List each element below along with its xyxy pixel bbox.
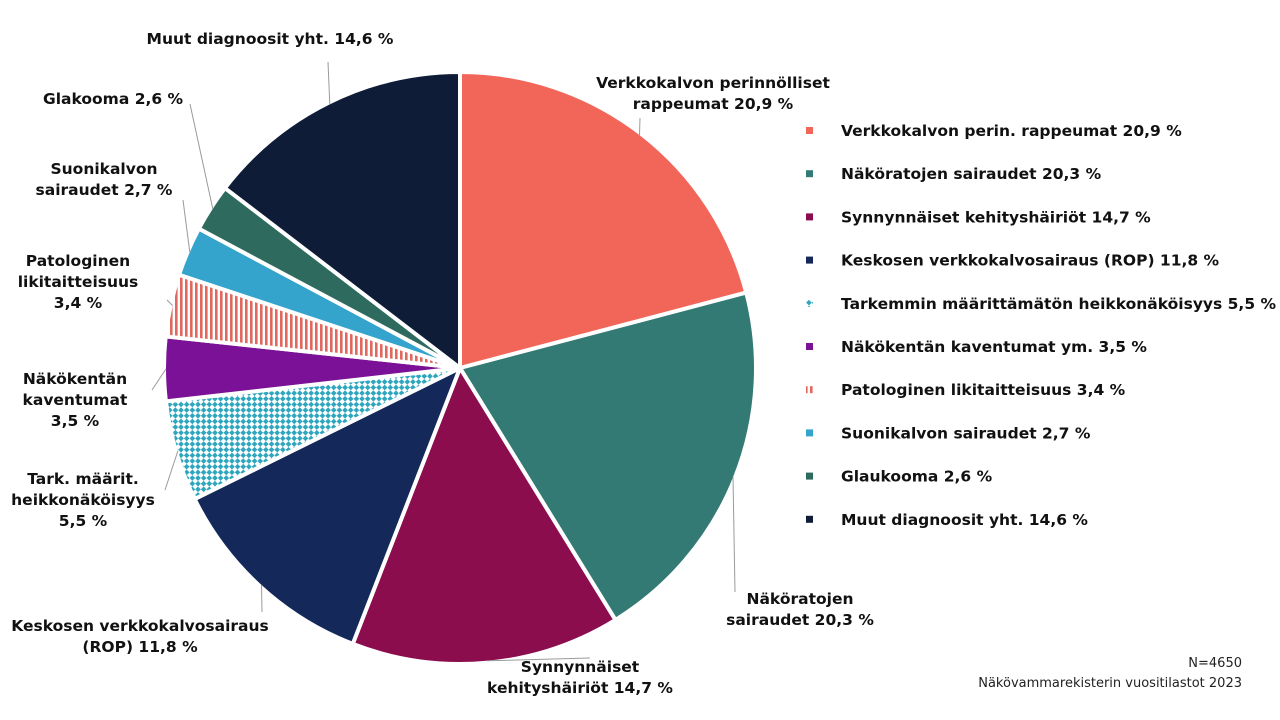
- sample-size-note: N=4650: [1188, 656, 1242, 671]
- slice-label-suonikalvon-sairaudet: Suonikalvon sairaudet 2,7 %: [36, 160, 173, 199]
- leader-line-nakokentan-kaventumat-ym: [151, 368, 167, 391]
- pie-slices: [162, 70, 758, 666]
- leader-line-suonikalvon-sairaudet: [182, 199, 191, 253]
- slice-label-verkkokalvon-perinnolliset-rappeumat: Verkkokalvon perinnölliset rappeumat 20,9…: [596, 74, 830, 113]
- legend-swatch-nakokentan-kaventumat-ym: [806, 343, 813, 350]
- legend-label-suonikalvon-sairaudet: Suonikalvon sairaudet 2,7 %: [841, 424, 1091, 442]
- slice-label-tarkemmin-maarittamaton-heikkonakoisyys: Tark. määrit. heikkonäköisyys 5,5 %: [11, 470, 155, 530]
- legend-swatch-suonikalvon-sairaudet: [806, 429, 813, 437]
- legend-label-muut-diagnoosit-yht: Muut diagnoosit yht. 14,6 %: [841, 511, 1088, 529]
- slice-labels: Verkkokalvon perinnölliset rappeumat 20,9…: [11, 30, 874, 697]
- legend-label-nakokentan-kaventumat-ym: Näkökentän kaventumat ym. 3,5 %: [841, 338, 1147, 356]
- legend-swatch-glaukooma: [806, 472, 813, 480]
- leader-lines: [151, 61, 736, 662]
- legend-swatch-nakoratojen-sairaudet: [806, 170, 813, 178]
- legend-label-verkkokalvon-perinnolliset-rappeumat: Verkkokalvon perin. rappeumat 20,9 %: [841, 122, 1182, 140]
- legend-swatch-keskosen-verkkokalvosairaus-rop: [806, 256, 813, 264]
- leader-line-patologinen-likitaitteisuus: [166, 299, 174, 307]
- legend-swatch-synnynnaiset-kehityshairiot: [806, 213, 813, 221]
- legend: Verkkokalvon perin. rappeumat 20,9 % Näk…: [806, 122, 1276, 529]
- leader-line-synnynnaiset-kehityshairiot: [486, 657, 591, 662]
- legend-label-synnynnaiset-kehityshairiot: Synnynnäiset kehityshäiriöt 14,7 %: [841, 208, 1151, 226]
- slice-nakoratojen-sairaudet: [458, 290, 758, 622]
- legend-swatch-patologinen-likitaitteisuus: [806, 386, 813, 394]
- legend-swatch-tarkemmin-maarittamaton-heikkonakoisyys: [806, 299, 813, 307]
- slice-keskosen-verkkokalvosairaus-rop: [192, 366, 462, 646]
- source-note: Näkövammarekisterin vuositilastot 2023: [978, 676, 1242, 691]
- slice-label-muut-diagnoosit-yht: Muut diagnoosit yht. 14,6 %: [147, 30, 394, 48]
- legend-label-tarkemmin-maarittamaton-heikkonakoisyys: Tarkemmin määrittämätön heikkonäköisyys …: [841, 295, 1276, 313]
- slice-muut-diagnoosit-yht: [222, 70, 462, 370]
- slice-label-synnynnaiset-kehityshairiot: Synnynnäiset kehityshäiriöt 14,7 %: [487, 658, 673, 697]
- slice-label-glaukooma: Glakooma 2,6 %: [43, 90, 184, 108]
- legend-swatch-muut-diagnoosit-yht: [806, 515, 813, 523]
- slice-label-nakoratojen-sairaudet: Näköratojen sairaudet 20,3 %: [726, 590, 874, 629]
- leader-line-nakoratojen-sairaudet: [732, 477, 736, 593]
- slice-label-nakokentan-kaventumat-ym: Näkökentän kaventumat 3,5 %: [23, 370, 128, 430]
- slice-verkkokalvon-perinnolliset-rappeumat: [458, 70, 749, 370]
- leader-line-verkkokalvon-perinnolliset-rappeumat: [639, 117, 641, 136]
- legend-label-patologinen-likitaitteisuus: Patologinen likitaitteisuus 3,4 %: [841, 381, 1126, 399]
- leader-line-muut-diagnoosit-yht: [327, 61, 331, 105]
- slice-label-keskosen-verkkokalvosairaus-rop: Keskosen verkkokalvosairaus (ROP) 11,8 %: [11, 617, 269, 656]
- leader-line-tarkemmin-maarittamaton-heikkonakoisyys: [164, 450, 179, 491]
- legend-label-nakoratojen-sairaudet: Näköratojen sairaudet 20,3 %: [841, 165, 1102, 183]
- legend-label-glaukooma: Glaukooma 2,6 %: [841, 468, 993, 486]
- leader-line-glaukooma: [189, 103, 214, 210]
- slice-label-patologinen-likitaitteisuus: Patologinen likitaitteisuus 3,4 %: [18, 252, 139, 312]
- slice-synnynnaiset-kehityshairiot: [350, 366, 618, 666]
- legend-swatch-verkkokalvon-perinnolliset-rappeumat: [806, 127, 813, 134]
- legend-label-keskosen-verkkokalvosairaus-rop: Keskosen verkkokalvosairaus (ROP) 11,8 %: [841, 252, 1220, 270]
- leader-line-keskosen-verkkokalvosairaus-rop: [261, 584, 263, 613]
